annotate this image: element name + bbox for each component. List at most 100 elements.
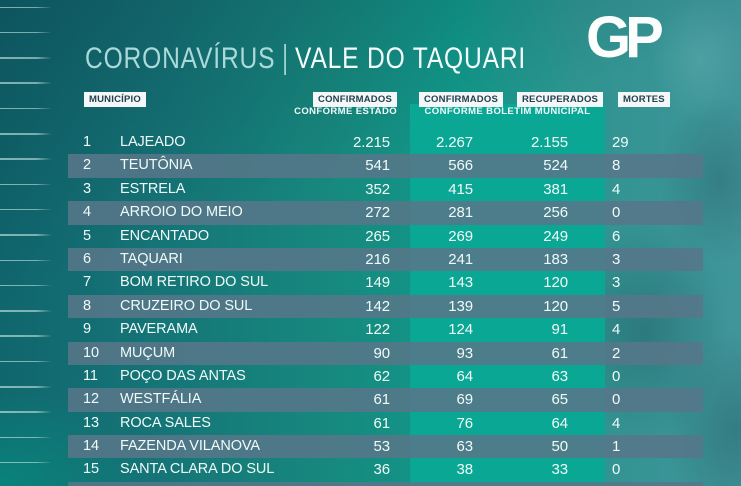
confirmed-state-cell: 62 bbox=[373, 367, 391, 385]
recovered-cell: 2.155 bbox=[530, 134, 568, 151]
table-row: 7 BOM RETIRO DO SUL 149 143 120 3 bbox=[68, 271, 703, 294]
row-rank: 7 bbox=[83, 274, 91, 291]
row-rank: 10 bbox=[83, 344, 99, 361]
decorative-line bbox=[0, 436, 52, 439]
recovered-cell: 249 bbox=[543, 227, 568, 245]
confirmed-state-cell: 149 bbox=[365, 274, 390, 292]
municipality-cell: BOM RETIRO DO SUL bbox=[120, 274, 269, 291]
confirmed-state-cell: 265 bbox=[365, 227, 390, 245]
table-row: 1 LAJEADO 2.215 2.267 2.155 29 bbox=[68, 131, 703, 154]
row-rank: 8 bbox=[83, 297, 91, 314]
confirmed-municipal-cell: 415 bbox=[448, 180, 473, 198]
row-rank: 11 bbox=[83, 367, 98, 384]
decorative-line bbox=[0, 461, 52, 464]
table-row: 11 POÇO DAS ANTAS 62 64 63 0 bbox=[68, 365, 703, 388]
confirmed-municipal-cell: 241 bbox=[448, 250, 473, 268]
recovered-cell: 63 bbox=[551, 367, 569, 385]
confirmed-municipal-cell: 2.267 bbox=[435, 134, 473, 151]
confirmed-state-cell: 90 bbox=[373, 344, 391, 362]
confirmed-municipal-cell: 69 bbox=[456, 391, 474, 409]
page-title: CORONAVÍRUS VALE DO TAQUARI bbox=[85, 42, 526, 76]
municipality-cell: ARROIO DO MEIO bbox=[120, 204, 243, 221]
recovered-cell: 91 bbox=[551, 321, 569, 339]
table-row: 4 ARROIO DO MEIO 272 281 256 0 bbox=[68, 201, 703, 225]
decorative-ruled-lines bbox=[0, 0, 56, 486]
municipality-cell: TEUTÔNIA bbox=[120, 157, 193, 174]
recovered-cell: 120 bbox=[543, 297, 568, 315]
table-row: 15 SANTA CLARA DO SUL 36 38 33 0 bbox=[68, 458, 703, 481]
table-row: 9 PAVERAMA 122 124 91 4 bbox=[68, 318, 703, 341]
decorative-line bbox=[0, 133, 52, 135]
column-header-recuperados: RECUPERADOS bbox=[517, 92, 604, 107]
recovered-cell: 33 bbox=[551, 461, 569, 479]
municipality-cell: ROCA SALES bbox=[120, 414, 211, 431]
municipality-table: 1 LAJEADO 2.215 2.267 2.155 29 2 TEUTÔNIA 541 566… bbox=[68, 131, 703, 486]
table-row: 3 ESTRELA 352 415 381 4 bbox=[68, 178, 703, 201]
deaths-cell: 29 bbox=[612, 134, 629, 151]
decorative-line bbox=[0, 208, 52, 211]
row-rank: 15 bbox=[83, 461, 99, 478]
confirmed-municipal-cell: 93 bbox=[456, 344, 474, 362]
row-rank: 1 bbox=[83, 134, 91, 150]
municipality-cell: LAJEADO bbox=[120, 134, 186, 150]
confirmed-state-cell: 36 bbox=[373, 461, 391, 479]
confirmed-municipal-cell: 38 bbox=[456, 461, 474, 479]
decorative-line bbox=[0, 284, 52, 287]
deaths-cell: 5 bbox=[612, 297, 621, 315]
municipality-cell: FAZENDA VILANOVA bbox=[120, 438, 260, 455]
decorative-line bbox=[0, 259, 52, 261]
deaths-cell: 0 bbox=[612, 204, 621, 222]
column-header-confirmados-municipal: CONFIRMADOS bbox=[419, 92, 503, 107]
decorative-line bbox=[0, 57, 52, 59]
confirmed-municipal-cell: 139 bbox=[448, 297, 473, 315]
decorative-line bbox=[0, 6, 52, 8]
column-header-mortes: MORTES bbox=[618, 92, 670, 107]
deaths-cell: 0 bbox=[612, 391, 621, 409]
municipality-cell: SANTA CLARA DO SUL bbox=[120, 461, 275, 478]
deaths-cell: 3 bbox=[612, 250, 621, 268]
decorative-line bbox=[0, 158, 52, 160]
row-rank: 6 bbox=[83, 250, 91, 267]
deaths-cell: 4 bbox=[612, 321, 621, 339]
deaths-cell: 4 bbox=[612, 414, 621, 432]
title-coronavirus: CORONAVÍRUS bbox=[85, 42, 276, 75]
confirmed-state-cell: 541 bbox=[365, 157, 390, 175]
municipality-cell: ENCANTADO bbox=[120, 227, 210, 244]
decorative-line bbox=[0, 386, 52, 388]
recovered-cell: 50 bbox=[551, 438, 569, 456]
recovered-cell: 524 bbox=[543, 157, 568, 175]
row-rank: 12 bbox=[83, 391, 99, 408]
deaths-cell: 6 bbox=[612, 227, 621, 245]
confirmed-state-cell: 53 bbox=[373, 438, 391, 456]
confirmed-state-cell: 2.215 bbox=[352, 134, 390, 151]
municipality-cell: PAVERAMA bbox=[120, 321, 198, 338]
table-row: 8 CRUZEIRO DO SUL 142 139 120 5 bbox=[68, 294, 703, 319]
table-row: 12 WESTFÁLIA 61 69 65 0 bbox=[68, 388, 703, 412]
title-separator bbox=[284, 43, 287, 75]
decorative-line bbox=[0, 82, 52, 84]
municipality-cell: WESTFÁLIA bbox=[120, 391, 202, 408]
recovered-cell: 61 bbox=[551, 344, 569, 362]
confirmed-municipal-cell: 76 bbox=[456, 414, 474, 432]
decorative-line bbox=[0, 411, 52, 413]
confirmed-state-cell: 142 bbox=[365, 297, 390, 315]
confirmed-state-cell: 61 bbox=[373, 391, 391, 409]
row-rank: 5 bbox=[83, 227, 91, 244]
confirmed-municipal-cell: 143 bbox=[448, 274, 473, 292]
column-header-confirmados-estado: CONFIRMADOS bbox=[313, 92, 397, 107]
table-row-clipped bbox=[68, 481, 703, 486]
deaths-cell: 0 bbox=[612, 367, 621, 385]
confirmed-municipal-cell: 281 bbox=[448, 204, 473, 222]
row-rank: 14 bbox=[83, 438, 99, 455]
decorative-line bbox=[0, 183, 52, 186]
table-row: 14 FAZENDA VILANOVA 53 63 50 1 bbox=[68, 435, 703, 459]
recovered-cell: 381 bbox=[543, 180, 568, 198]
decorative-line bbox=[0, 107, 52, 110]
row-rank: 3 bbox=[83, 180, 91, 197]
table-row: 13 ROCA SALES 61 76 64 4 bbox=[68, 412, 703, 435]
deaths-cell: 3 bbox=[612, 274, 621, 292]
deaths-cell: 4 bbox=[612, 180, 621, 198]
recovered-cell: 65 bbox=[551, 391, 569, 409]
decorative-line bbox=[0, 335, 52, 337]
deaths-cell: 8 bbox=[612, 157, 621, 175]
